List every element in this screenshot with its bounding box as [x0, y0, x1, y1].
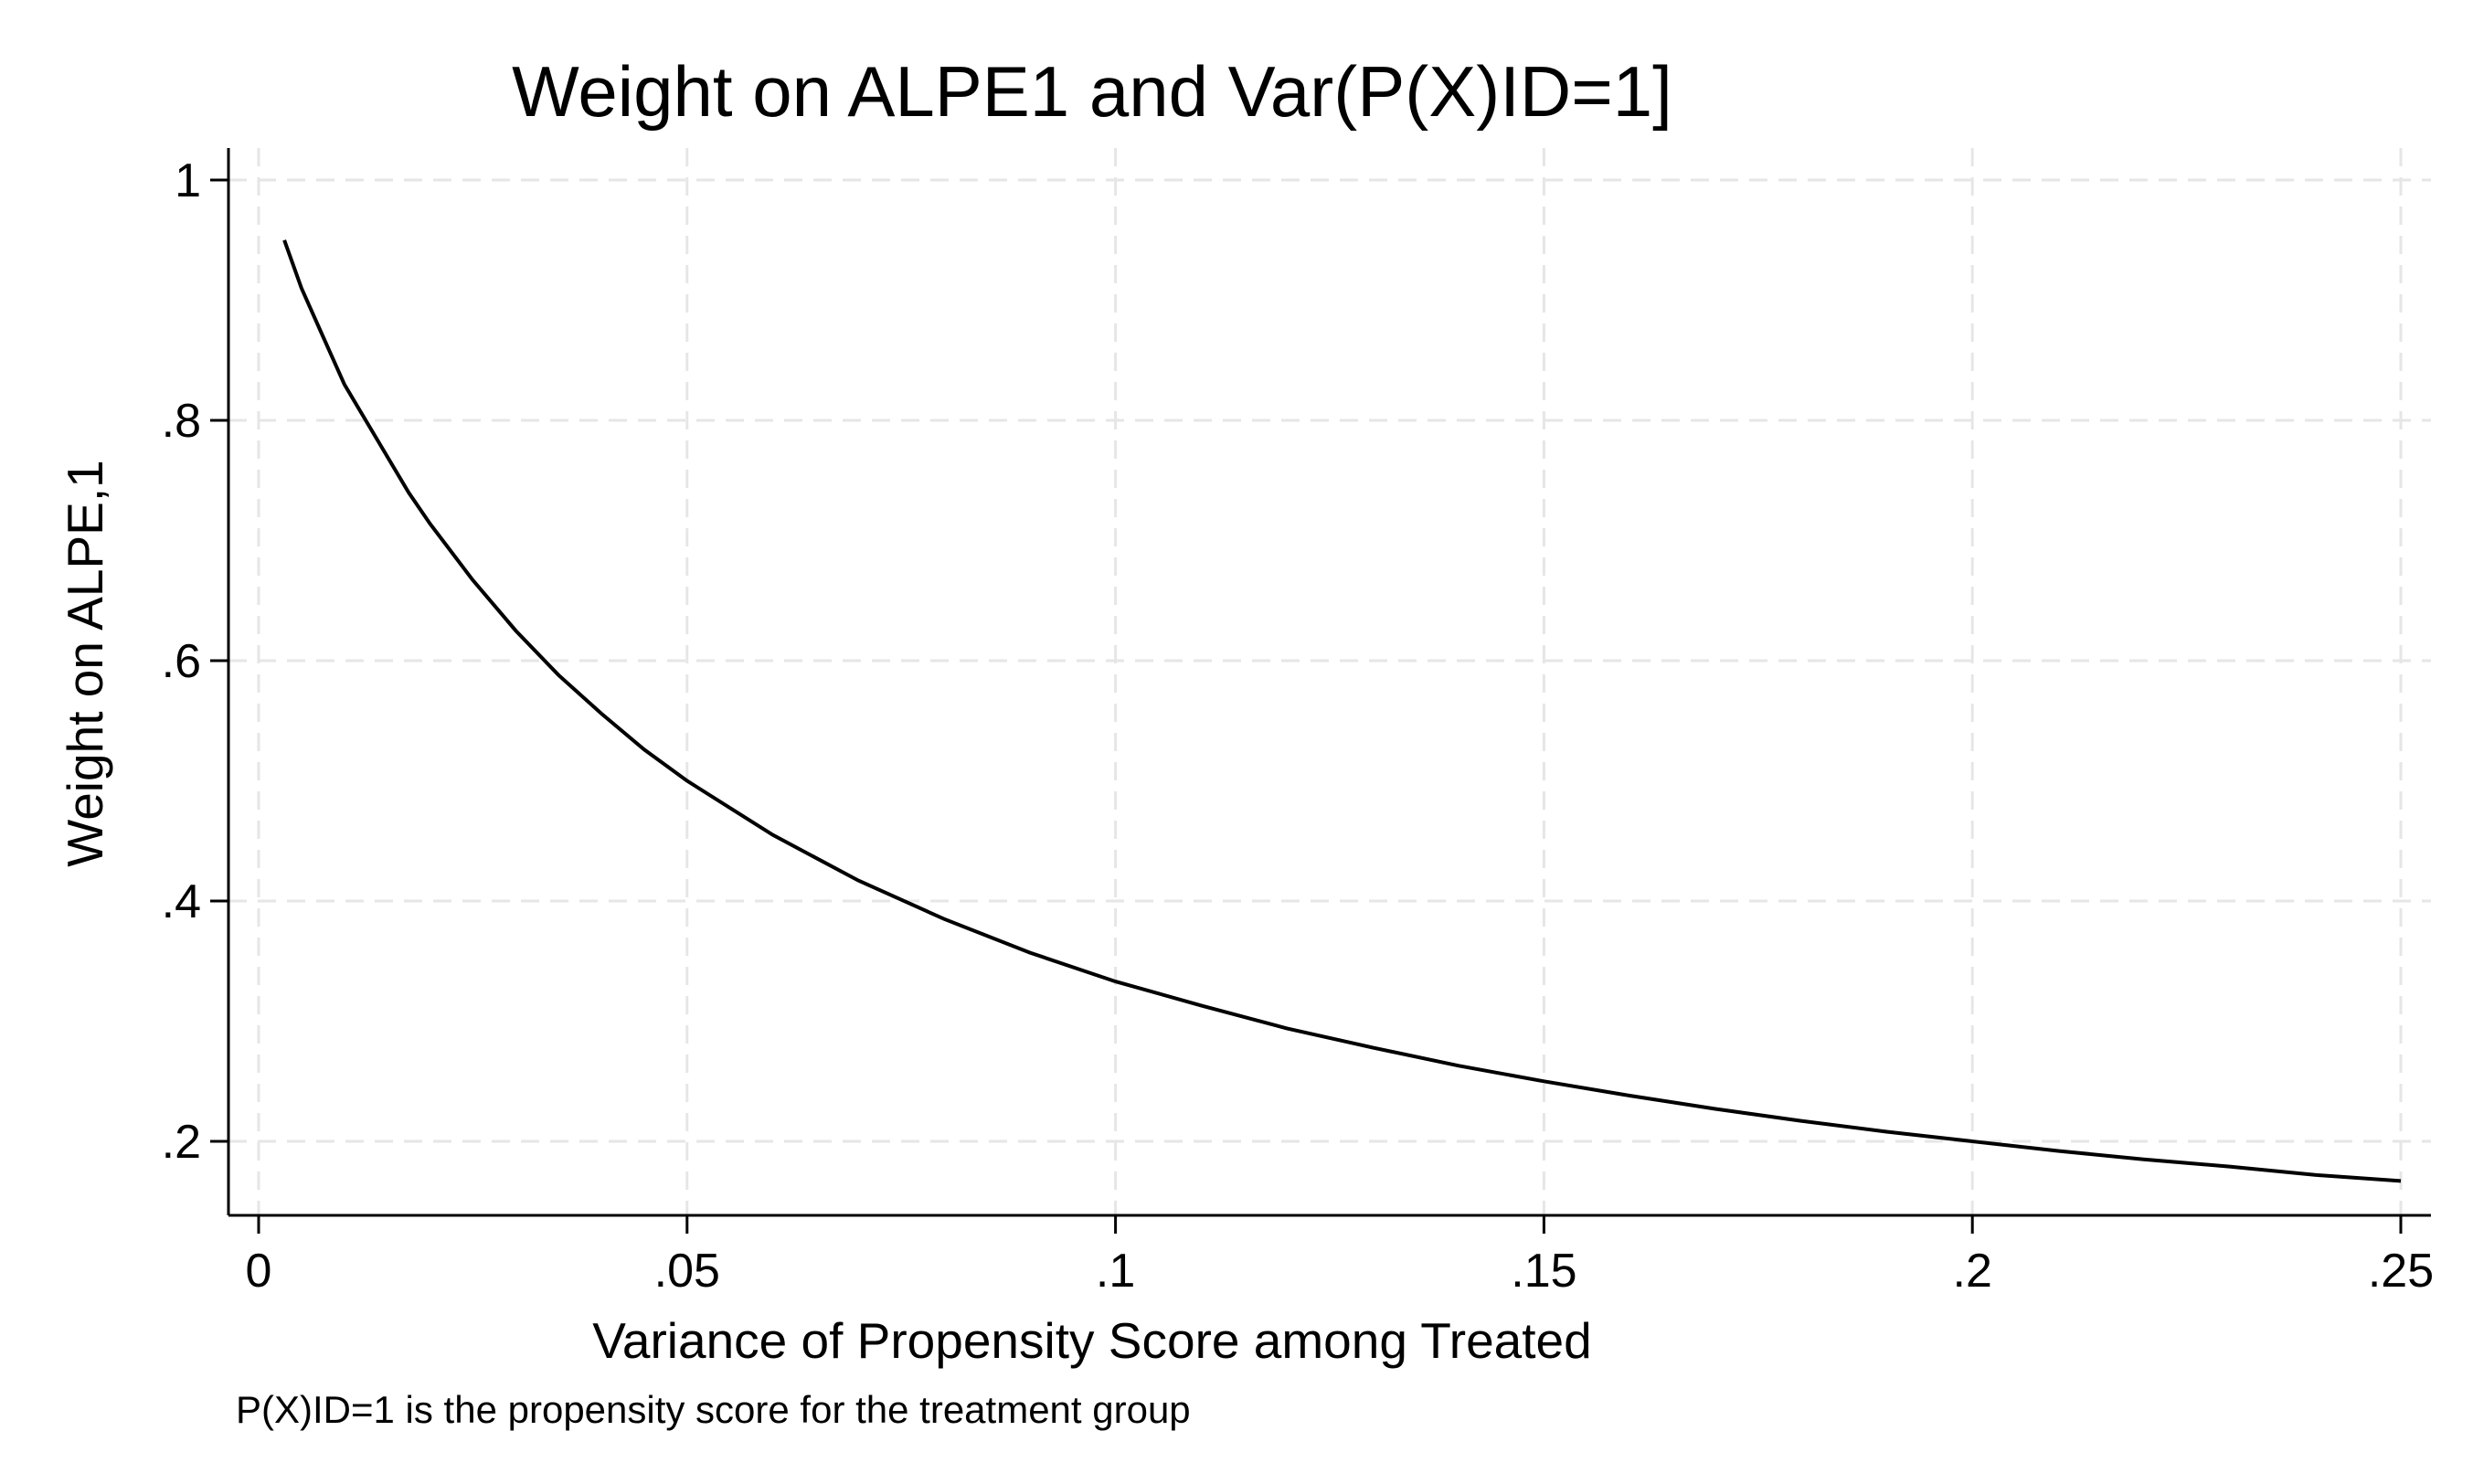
chart-title: Weight on ALPE1 and Var(P(X)ID=1] [512, 51, 1672, 132]
y-axis-label: Weight on ALPE,1 [57, 460, 113, 866]
y-tick-label: .4 [162, 875, 201, 928]
y-tick-label: 1 [175, 154, 201, 207]
x-tick-label: 0 [246, 1245, 272, 1298]
series-line [282, 239, 2402, 1183]
chart-note: P(X)ID=1 is the propensity score for the… [236, 1388, 1191, 1431]
y-tick-label: .2 [162, 1116, 201, 1169]
x-axis-label: Variance of Propensity Score among Treat… [592, 1312, 1591, 1369]
x-tick-label: .05 [654, 1245, 720, 1298]
y-tick-label: .6 [162, 635, 201, 688]
x-tick-label: .15 [1511, 1245, 1576, 1298]
ticks: 0 .05 .1 .15 .2 .25 .2 .4 .6 .8 1 [162, 154, 2435, 1298]
x-tick-label: .1 [1096, 1245, 1135, 1298]
grid [228, 148, 2431, 1215]
series [282, 239, 2402, 1183]
x-tick-label: .25 [2368, 1245, 2434, 1298]
y-tick-label: .8 [162, 395, 201, 448]
x-tick-label: .2 [1953, 1245, 1992, 1298]
axes [227, 148, 2431, 1217]
